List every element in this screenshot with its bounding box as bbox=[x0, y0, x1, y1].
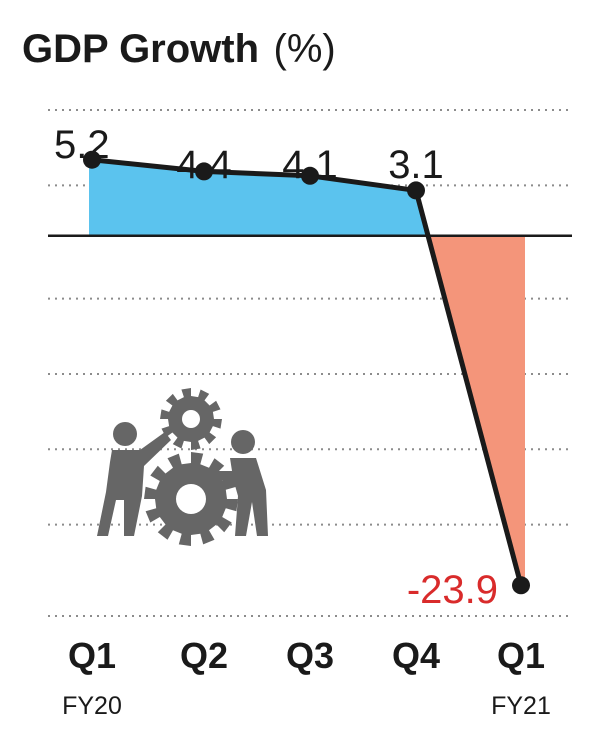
person-left-head bbox=[113, 422, 137, 446]
data-point bbox=[83, 150, 101, 169]
value-labels: 5.2 4.4 4.1 3.1 -23.9 bbox=[54, 123, 498, 612]
x-tick-label: Q1 bbox=[68, 635, 116, 676]
value-label: 4.4 bbox=[176, 143, 232, 187]
chart-title-unit: (%) bbox=[274, 27, 336, 71]
fiscal-year-label: FY21 bbox=[491, 692, 551, 720]
gear-hole bbox=[176, 484, 206, 514]
data-point bbox=[512, 576, 530, 595]
fiscal-year-label: FY20 bbox=[62, 692, 122, 720]
data-point bbox=[407, 181, 425, 200]
positive-area-fill bbox=[89, 159, 429, 236]
people-turning-gears-icon bbox=[97, 388, 268, 546]
x-tick-label: Q4 bbox=[392, 635, 440, 676]
chart-title: GDP Growth (%) bbox=[22, 27, 336, 71]
x-tick-label: Q3 bbox=[286, 635, 334, 676]
fiscal-year-labels: FY20 FY21 bbox=[62, 692, 551, 720]
data-point bbox=[301, 166, 319, 185]
value-label: 3.1 bbox=[388, 143, 444, 187]
chart-title-text: GDP Growth bbox=[22, 27, 259, 71]
person-right-head bbox=[231, 430, 255, 454]
value-label: -23.9 bbox=[407, 568, 498, 612]
x-tick-label: Q2 bbox=[180, 635, 228, 676]
value-label: 4.1 bbox=[282, 143, 338, 187]
gear-hole bbox=[182, 410, 200, 428]
value-label: 5.2 bbox=[54, 123, 110, 167]
data-point bbox=[195, 162, 213, 181]
person-left-body bbox=[97, 432, 171, 536]
x-tick-label: Q1 bbox=[497, 635, 545, 676]
x-axis-tick-labels: Q1 Q2 Q3 Q4 Q1 bbox=[68, 635, 545, 676]
area-fills bbox=[89, 159, 525, 586]
person-right-body bbox=[214, 458, 268, 536]
data-points bbox=[83, 150, 530, 595]
